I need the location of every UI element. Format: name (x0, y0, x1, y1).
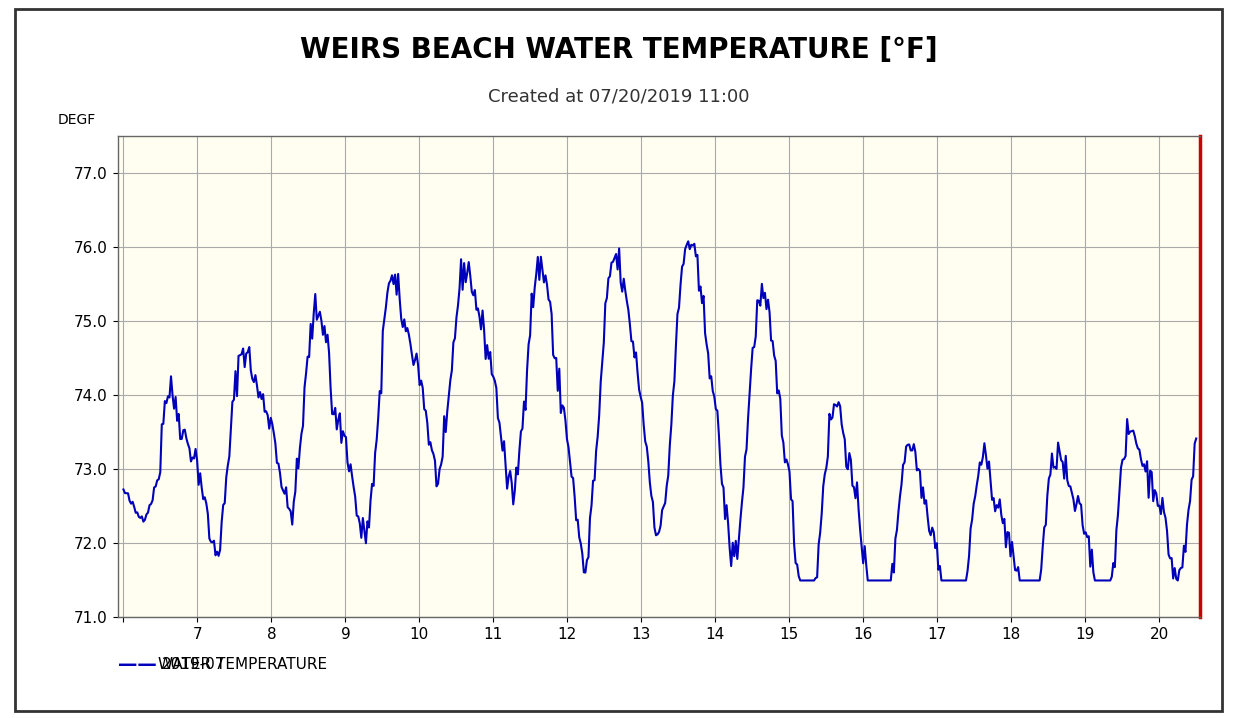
Text: WEIRS BEACH WATER TEMPERATURE [°F]: WEIRS BEACH WATER TEMPERATURE [°F] (299, 37, 938, 64)
Text: 2019-07: 2019-07 (162, 657, 225, 672)
Text: ——: —— (118, 655, 156, 673)
Text: Created at 07/20/2019 11:00: Created at 07/20/2019 11:00 (487, 88, 750, 106)
Text: WATER TEMPERATURE: WATER TEMPERATURE (158, 657, 328, 671)
Text: DEGF: DEGF (58, 113, 96, 127)
